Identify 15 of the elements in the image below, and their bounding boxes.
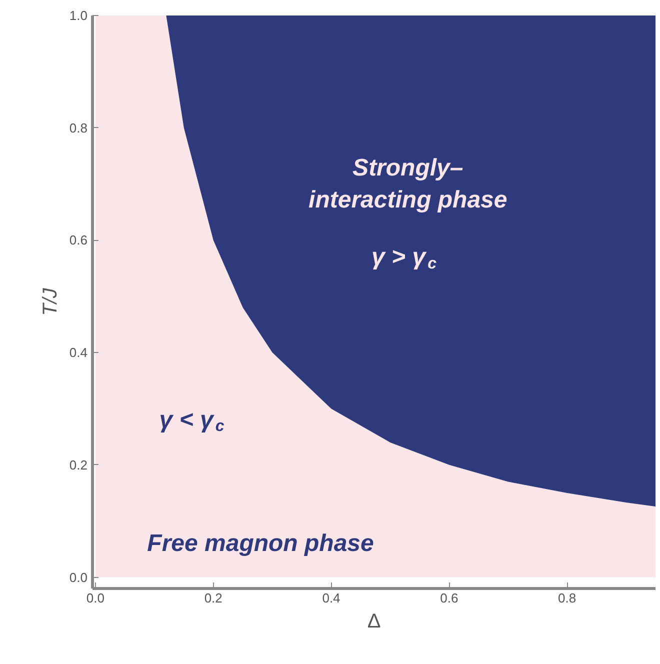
x-tick-label: 0.8 bbox=[558, 590, 576, 606]
x-axis-title: Δ bbox=[367, 610, 381, 632]
y-tick-label: 0.8 bbox=[69, 120, 88, 136]
x-tick-label: 0.4 bbox=[322, 590, 340, 606]
y-tick-label: 0.4 bbox=[69, 345, 88, 360]
y-tick-label: 0.2 bbox=[69, 457, 88, 472]
x-tick-label: 0.6 bbox=[440, 590, 458, 606]
y-axis-title: T/J bbox=[39, 287, 62, 316]
y-tick-label: 1.0 bbox=[69, 8, 88, 23]
x-tick-label: 0.0 bbox=[86, 590, 104, 606]
x-tick-label: 0.2 bbox=[204, 590, 222, 606]
annotation: Strongly– interacting phase bbox=[308, 154, 508, 214]
y-tick-label: 0.0 bbox=[69, 570, 88, 585]
annotation: Free magnon phase bbox=[147, 530, 374, 558]
y-tick-label: 0.6 bbox=[69, 232, 88, 248]
